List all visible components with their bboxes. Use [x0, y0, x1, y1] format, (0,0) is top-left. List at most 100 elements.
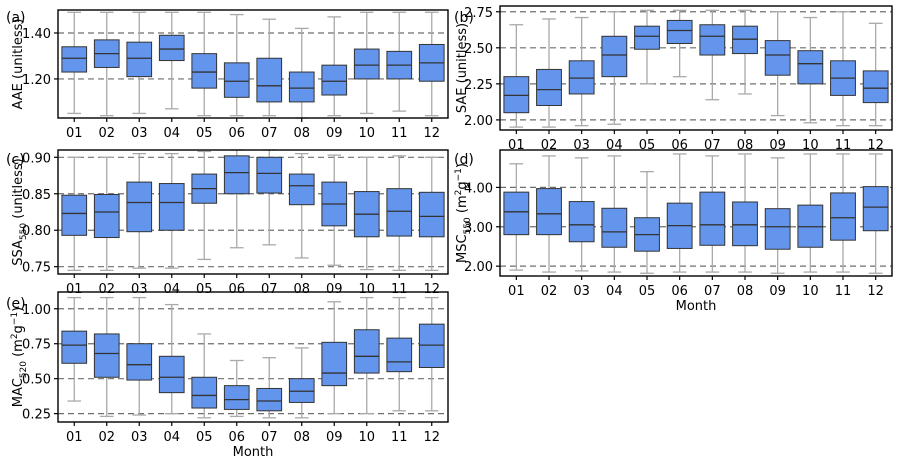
box-11	[830, 11, 856, 127]
axes-frame	[57, 291, 449, 423]
box-02	[93, 296, 120, 418]
ylabel-subscript: 550	[19, 223, 29, 240]
axes-frame	[499, 149, 893, 277]
x-tick-label: 06	[671, 138, 688, 153]
box-iqr	[256, 387, 283, 412]
box-12	[862, 22, 889, 127]
panel-label: (b)	[454, 10, 474, 26]
box-06	[666, 9, 693, 78]
x-tick-label: 10	[358, 430, 375, 445]
x-tick-label: 03	[573, 138, 590, 153]
box-iqr	[158, 34, 185, 62]
box-12	[418, 296, 445, 412]
box-iqr	[797, 50, 824, 85]
x-tick-label: 11	[391, 430, 408, 445]
panel-label: (d)	[454, 152, 474, 168]
x-tick-label: 09	[769, 138, 786, 153]
box-05	[191, 333, 218, 419]
x-tick-label: 02	[98, 282, 115, 297]
x-tick-label: 08	[293, 126, 310, 141]
y-tick-label: 0.90	[22, 151, 51, 166]
box-07	[256, 149, 283, 246]
box-iqr	[386, 337, 413, 373]
x-tick-label: 08	[293, 282, 310, 297]
y-tick-label: 2.00	[464, 260, 493, 275]
y-tick-label: 2.00	[464, 114, 493, 129]
box-08	[288, 152, 315, 259]
box-iqr	[386, 188, 413, 237]
box-06	[223, 359, 250, 418]
box-iqr	[61, 330, 88, 364]
panel-label: (a)	[6, 10, 26, 26]
x-tick-label: 09	[326, 430, 343, 445]
panel-b: 2.00 2.25 2.50 2.75 01 02 03 04 05 06 07 08 09 10 11 12…	[454, 5, 893, 153]
box-05	[191, 150, 218, 261]
box-08	[288, 347, 315, 419]
box-iqr	[158, 355, 185, 394]
box-11	[386, 155, 413, 272]
box-iqr	[862, 70, 889, 104]
x-tick-label: 04	[606, 138, 623, 153]
x-tick-label: 10	[802, 138, 819, 153]
box-02	[93, 156, 120, 272]
box-06	[223, 149, 250, 249]
y-axis-label: MSC550 (m2g−1)	[454, 163, 473, 263]
box-iqr	[503, 191, 530, 236]
y-axis-label: AAE (unitless)	[11, 19, 26, 110]
box-01	[61, 11, 88, 115]
box-iqr	[191, 376, 218, 409]
x-tick-label: 10	[802, 284, 819, 299]
box-iqr	[601, 35, 628, 78]
y-tick-label: 1.00	[22, 303, 51, 318]
box-12	[418, 11, 445, 117]
x-tick-label: 01	[508, 284, 525, 299]
x-tick-label: 08	[737, 284, 754, 299]
y-tick-label: 0.75	[22, 338, 51, 353]
box-09	[321, 301, 348, 415]
x-tick-label: 07	[261, 126, 278, 141]
panel-e: 0.25 0.50 0.75 1.00 01 02 03 04 05 06 07 08 09 10 11 12…	[6, 291, 449, 460]
x-tick-label: 12	[423, 282, 440, 297]
box-09	[764, 11, 791, 117]
box-05	[634, 9, 660, 85]
x-tick-label: 09	[326, 282, 343, 297]
box-iqr	[256, 57, 283, 103]
box-iqr	[158, 183, 185, 231]
y-axis-label: SSA550 (unitless)	[11, 158, 29, 265]
box-iqr	[256, 156, 283, 194]
x-tick-label: 10	[358, 126, 375, 141]
x-tick-label: 05	[196, 126, 213, 141]
box-iqr	[321, 64, 348, 96]
ylabel-main: SSA	[11, 240, 26, 266]
box-01	[61, 156, 88, 272]
y-tick-label: 1.20	[22, 73, 51, 88]
box-iqr	[126, 343, 153, 381]
axes-frame	[499, 5, 893, 131]
box-12	[862, 153, 889, 274]
box-08	[732, 153, 758, 273]
box-02	[93, 11, 120, 117]
x-tick-label: 04	[163, 126, 180, 141]
box-10	[353, 156, 380, 271]
x-tick-label: 09	[769, 284, 786, 299]
box-02	[536, 18, 562, 128]
y-tick-label: 0.75	[22, 261, 51, 276]
box-iqr	[61, 194, 88, 236]
box-10	[797, 16, 824, 124]
ylabel-subscript: 520	[19, 361, 29, 378]
box-iqr	[732, 201, 758, 247]
x-tick-label: 02	[541, 138, 558, 153]
x-tick-label: 11	[835, 138, 852, 153]
panel-c: 0.75 0.80 0.85 0.90 01 02 03 04 05 06 07 08 09 10 11 12…	[6, 149, 449, 297]
x-tick-label: 03	[573, 284, 590, 299]
x-tick-label: 11	[391, 282, 408, 297]
box-iqr	[830, 192, 856, 241]
box-iqr	[568, 60, 595, 95]
box-12	[418, 156, 445, 272]
box-11	[386, 11, 413, 112]
x-tick-label: 01	[66, 430, 83, 445]
x-tick-label: 07	[261, 430, 278, 445]
y-axis-label: SAE (unitless)	[455, 23, 470, 113]
y-tick-label: 2.75	[464, 6, 493, 21]
box-iqr	[764, 208, 791, 250]
